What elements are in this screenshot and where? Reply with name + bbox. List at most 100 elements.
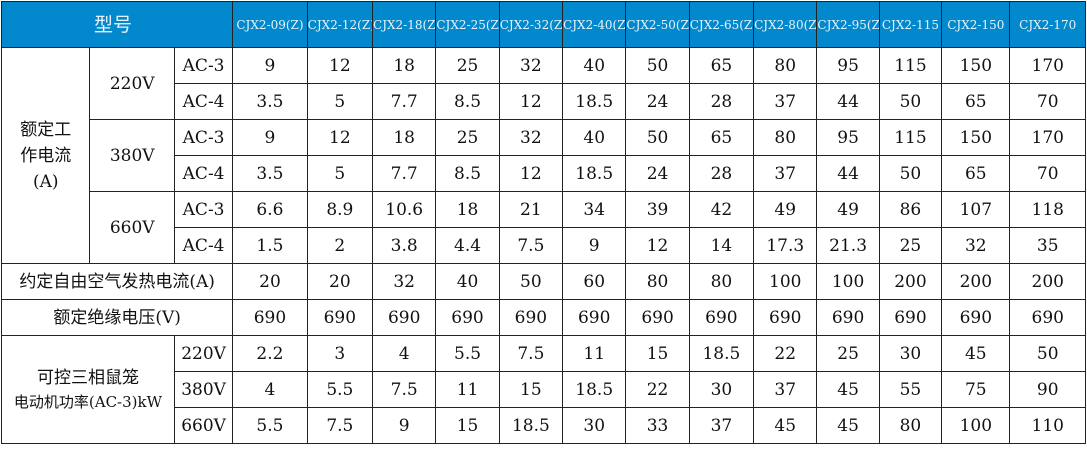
value-cell: 50 (625, 47, 690, 84)
motor-power-label-line2: 电动机功率(AC-3)kW (13, 392, 163, 411)
value-cell: 690 (1009, 299, 1086, 336)
motor-power-label-line1: 可控三相鼠笼 (36, 367, 139, 388)
value-cell: 18.5 (562, 371, 627, 408)
value-cell: 37 (688, 407, 755, 444)
value-cell: 690 (878, 299, 943, 336)
value-cell: 170 (1009, 119, 1086, 156)
value-cell: 55 (878, 371, 943, 408)
value-cell: 18 (372, 47, 437, 84)
value-cell: 4 (372, 335, 437, 372)
model-column-header: CJX2-40(Z) (562, 1, 627, 48)
value-cell: 65 (941, 155, 1011, 192)
value-cell: 8.5 (435, 155, 500, 192)
model-column-header: CJX2-12(Z) (306, 1, 374, 48)
value-cell: 2 (306, 227, 374, 264)
value-cell: 28 (688, 155, 755, 192)
value-cell: 690 (306, 299, 374, 336)
table-row: 额定绝缘电压(V) 690 690 690 690 690 690 690 690 690 690 6… (0, 299, 1086, 336)
value-cell: 170 (1009, 47, 1086, 84)
model-column-header: CJX2-09(Z) (232, 1, 308, 48)
value-cell: 24 (625, 83, 690, 120)
value-cell: 690 (435, 299, 500, 336)
value-cell: 30 (688, 371, 755, 408)
value-cell: 15 (498, 371, 564, 408)
table-row: AC-4 3.5 5 7.7 8.5 12 18.5 24 28 37 44 50 65 70 (2, 155, 1086, 192)
value-cell: 25 (816, 335, 880, 372)
value-cell: 80 (688, 263, 755, 300)
value-cell: 11 (435, 371, 500, 408)
value-cell: 100 (753, 263, 818, 300)
value-cell: 45 (941, 335, 1011, 372)
value-cell: 80 (753, 47, 818, 84)
value-cell: 45 (816, 371, 880, 408)
value-cell: 8.5 (435, 83, 500, 120)
value-cell: 18 (435, 191, 500, 228)
value-cell: 45 (753, 407, 818, 444)
value-cell: 49 (816, 191, 880, 228)
model-header: 型号 (0, 1, 234, 48)
value-cell: 690 (688, 299, 755, 336)
category-label: AC-4 (173, 227, 234, 264)
model-column-header: CJX2-65(Z) (688, 1, 755, 48)
value-cell: 115 (878, 119, 943, 156)
value-cell: 5.5 (232, 407, 308, 444)
header-row: 型号 CJX2-09(Z) CJX2-12(Z) CJX2-18(Z) CJX2-25(… (0, 1, 1086, 48)
value-cell: 12 (306, 119, 374, 156)
value-cell: 7.7 (372, 83, 437, 120)
value-cell: 115 (878, 47, 943, 84)
category-label: AC-4 (173, 155, 234, 192)
value-cell: 3.5 (232, 155, 308, 192)
value-cell: 25 (435, 47, 500, 84)
value-cell: 690 (816, 299, 880, 336)
value-cell: 60 (562, 263, 627, 300)
value-cell: 9 (232, 47, 308, 84)
value-cell: 15 (625, 335, 690, 372)
category-label: AC-3 (173, 119, 234, 156)
value-cell: 9 (372, 407, 437, 444)
value-cell: 7.5 (498, 227, 564, 264)
value-cell: 14 (688, 227, 755, 264)
value-cell: 8.9 (306, 191, 374, 228)
table-row: AC-4 3.5 5 7.7 8.5 12 18.5 24 28 37 44 50 65 70 (2, 83, 1086, 120)
value-cell: 40 (562, 119, 627, 156)
value-cell: 6.6 (232, 191, 308, 228)
value-cell: 18.5 (562, 155, 627, 192)
value-cell: 44 (816, 83, 880, 120)
value-cell: 12 (498, 83, 564, 120)
value-cell: 150 (941, 119, 1011, 156)
value-cell: 5.5 (435, 335, 500, 372)
value-cell: 7.7 (372, 155, 437, 192)
value-cell: 37 (753, 371, 818, 408)
value-cell: 5 (306, 155, 374, 192)
value-cell: 90 (1009, 371, 1086, 408)
value-cell: 40 (435, 263, 500, 300)
value-cell: 95 (816, 47, 880, 84)
value-cell: 49 (753, 191, 818, 228)
value-cell: 37 (753, 155, 818, 192)
voltage-label: 380V (89, 119, 175, 192)
voltage-label: 660V (89, 191, 175, 264)
value-cell: 15 (435, 407, 500, 444)
value-cell: 690 (941, 299, 1011, 336)
value-cell: 34 (562, 191, 627, 228)
thermal-current-label: 约定自由空气发热电流(A) (0, 263, 234, 300)
value-cell: 30 (562, 407, 627, 444)
value-cell: 690 (625, 299, 690, 336)
value-cell: 65 (688, 47, 755, 84)
table-row: 可控三相鼠笼 电动机功率(AC-3)kW 220V 2.2 3 4 5.5 7.5 11 15 18… (1, 335, 1086, 444)
value-cell: 70 (1009, 155, 1086, 192)
model-column-header: CJX2-32(Z) (498, 1, 564, 48)
value-cell: 50 (498, 263, 564, 300)
table-row: 约定自由空气发热电流(A) 20 20 32 40 50 60 80 80 100 100 200 20… (0, 263, 1086, 300)
value-cell: 37 (753, 83, 818, 120)
value-cell: 22 (753, 335, 818, 372)
value-cell: 70 (1009, 83, 1086, 120)
value-cell: 3.8 (372, 227, 437, 264)
value-cell: 35 (1009, 227, 1086, 264)
value-cell: 118 (1009, 191, 1086, 228)
value-cell: 42 (688, 191, 755, 228)
value-cell: 7.5 (306, 407, 374, 444)
value-cell: 100 (816, 263, 880, 300)
model-column-header: CJX2-115 (878, 1, 943, 48)
value-cell: 86 (878, 191, 943, 228)
